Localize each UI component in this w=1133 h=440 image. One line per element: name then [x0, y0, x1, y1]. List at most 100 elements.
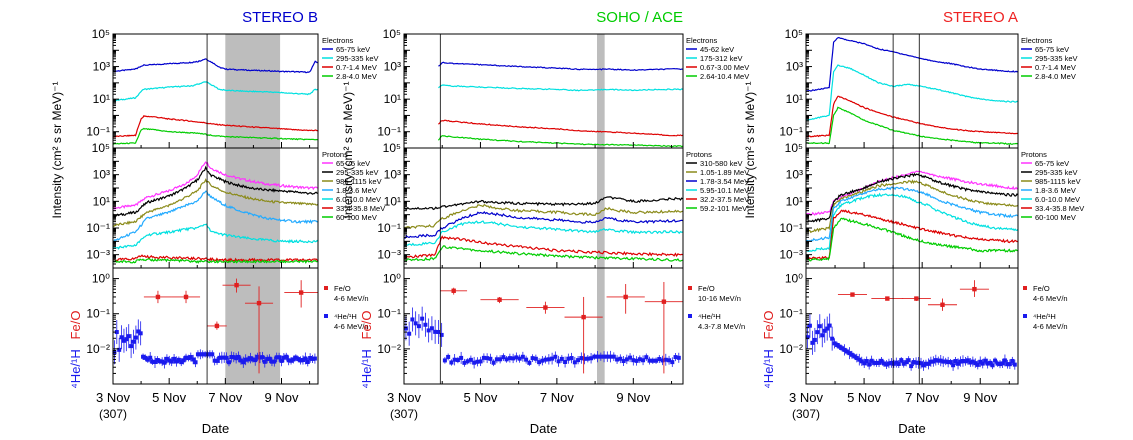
x-tick-label: 9 Nov [265, 390, 299, 405]
legend-swatch [1023, 286, 1027, 290]
series-line [113, 258, 318, 264]
he-h-point [634, 358, 639, 363]
he-h-point [874, 360, 879, 365]
x-axis-label: Date [202, 421, 229, 436]
y-tick-label: 10⁰ [92, 272, 110, 286]
he-h-point [975, 362, 980, 367]
he-h-point [830, 336, 835, 341]
he-h-point [543, 357, 548, 362]
he-h-point [289, 358, 294, 363]
he-h-point [978, 359, 983, 364]
fe-o-point [914, 296, 919, 301]
he-h-point [121, 338, 126, 343]
legend-header: Electrons [686, 36, 718, 45]
he-h-point [181, 358, 186, 363]
he-h-point [517, 356, 522, 361]
legend-swatch [688, 314, 692, 318]
he-h-point [126, 334, 131, 339]
series-line [438, 84, 683, 92]
he-h-point [138, 331, 143, 336]
he-h-point [481, 355, 486, 360]
he-h-point [442, 358, 447, 363]
legend-swatch [1023, 314, 1027, 318]
he-h-point [923, 361, 928, 366]
legend-entry: 310-580 keV [700, 159, 743, 168]
he-h-point [822, 328, 827, 333]
he-h-point [988, 360, 993, 365]
he-h-point [198, 352, 203, 357]
legend-entry: ⁴He/¹H [698, 312, 721, 321]
series-line [113, 190, 318, 243]
he-h-point [637, 357, 642, 362]
legend-entry: 985-1115 keV [336, 177, 382, 186]
series-line [438, 119, 683, 137]
he-h-point [186, 356, 191, 361]
x-tick-label: 3 Nov [96, 390, 130, 405]
he-h-point [226, 360, 231, 365]
he-h-point [229, 355, 234, 360]
he-h-point [436, 329, 441, 334]
series-line [806, 172, 1018, 223]
fe-o-point [155, 294, 161, 300]
fe-o-point [451, 288, 456, 293]
he-h-point [815, 330, 820, 335]
he-h-point [608, 354, 613, 359]
he-h-point [160, 359, 165, 364]
he-h-point [472, 360, 477, 365]
fe-o-point [972, 286, 977, 292]
electrons-series [437, 61, 683, 148]
he-h-point [234, 356, 239, 361]
he-h-point [550, 356, 555, 361]
he-h-point [901, 361, 906, 366]
he-h-point [403, 326, 408, 331]
fe-o-point [256, 300, 262, 306]
he-h-point [854, 356, 859, 361]
he-h-point [566, 356, 571, 361]
he-h-point [641, 358, 646, 363]
he-h-point [965, 358, 970, 363]
he-h-point [300, 358, 305, 363]
panel-title: STEREO A [943, 9, 1018, 26]
he-h-point [631, 358, 636, 363]
he-h-point [628, 355, 633, 360]
he-h-point [953, 359, 958, 364]
he-h-point [475, 359, 480, 364]
x-tick-label: 9 Nov [616, 390, 650, 405]
electrons-series [113, 58, 318, 145]
y-tick-label: 10⁻¹ [779, 221, 803, 235]
he-h-point [660, 358, 665, 363]
he-h-point [827, 323, 832, 328]
he-h-point [943, 359, 948, 364]
he-h-axis-label: ⁴He/¹H [359, 349, 374, 389]
legend-entry: 0.7-1.4 MeV [336, 63, 377, 72]
he-h-point [260, 355, 265, 360]
he-h-point [155, 358, 160, 363]
he-h-point [899, 358, 904, 363]
y-tick-label: 10⁻² [779, 342, 803, 356]
legend-swatch [324, 314, 328, 318]
legend-header: Protons [1021, 150, 1047, 159]
he-h-point [936, 358, 941, 363]
he-h-point [559, 356, 564, 361]
he-h-point [407, 331, 412, 336]
he-h-point [941, 359, 946, 364]
he-h-point [951, 363, 956, 368]
legend-entry: 295-335 keV [1035, 168, 1078, 177]
he-h-point [644, 355, 649, 360]
protons-series [404, 196, 683, 262]
he-h-point [258, 355, 263, 360]
fe-o-axis-label: Fe/O [68, 311, 83, 340]
he-h-point [840, 346, 845, 351]
he-h-point [933, 358, 938, 363]
y-tick-label: 10⁻¹ [779, 125, 803, 139]
he-h-point [231, 355, 236, 360]
he-h-point [540, 358, 545, 363]
he-h-point [449, 360, 454, 365]
y-tick-label: 10¹ [786, 92, 803, 106]
he-h-point [621, 359, 626, 364]
series-line [438, 61, 683, 72]
he-h-point [308, 356, 313, 361]
he-h-point [914, 360, 919, 365]
